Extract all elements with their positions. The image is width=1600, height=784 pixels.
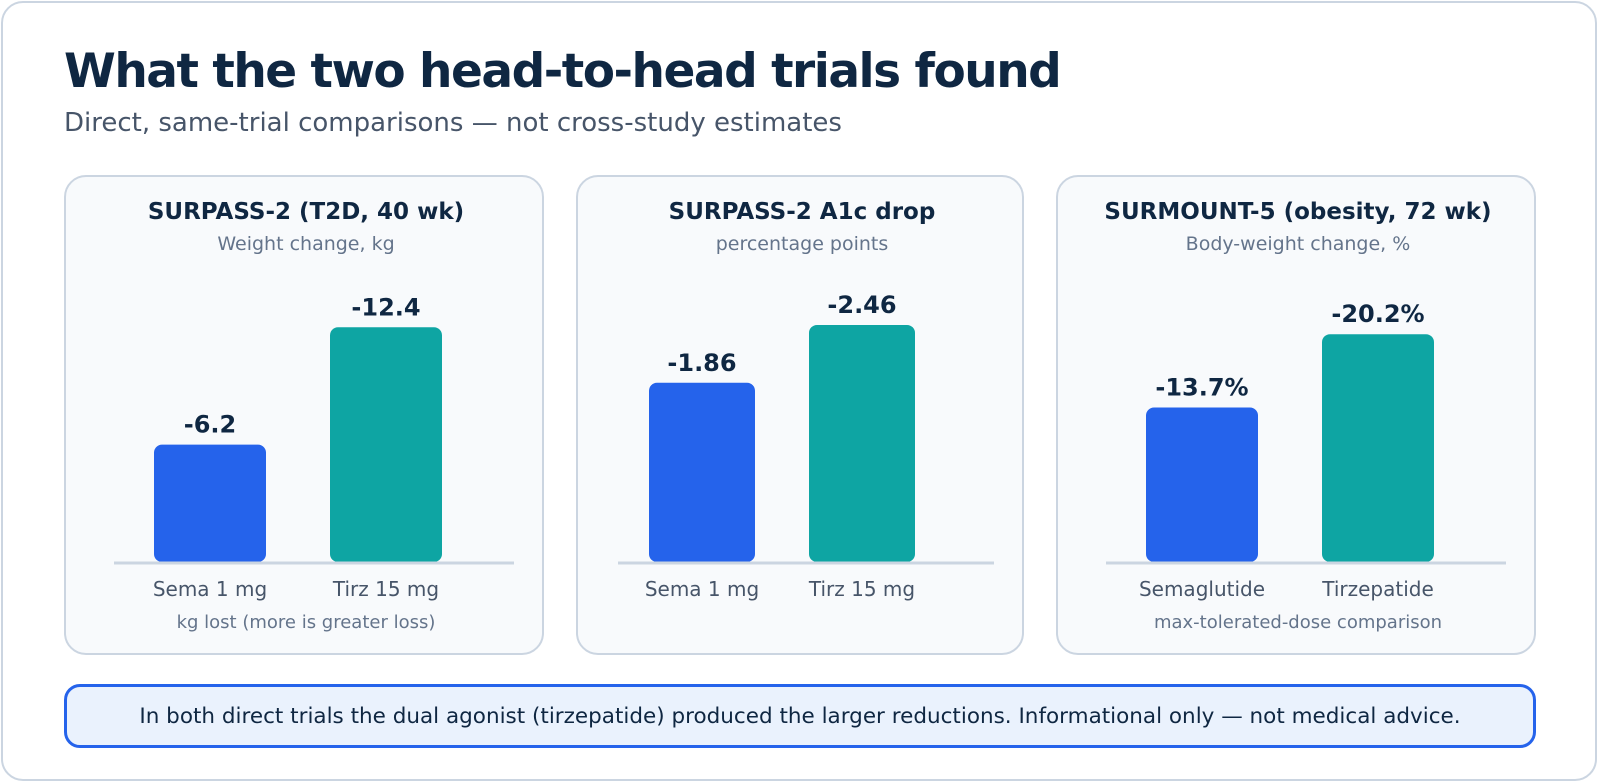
chart-subtitle: Body-weight change, % [1186,233,1411,255]
bar-semaglutide [649,382,755,562]
chart-subtitle: Weight change, kg [217,233,394,255]
category-label: Tirz 15 mg [808,577,915,601]
chart-svg: SURPASS-2 A1c drop percentage points -1.86… [618,199,994,601]
data-label: -6.2 [184,411,236,439]
data-label: -2.46 [827,291,896,319]
bar-semaglutide [154,444,266,562]
bar-tirzepatide [1322,334,1434,562]
category-label: Sema 1 mg [645,577,759,601]
page-title: What the two head-to-head trials found [64,44,1062,99]
summary-note: In both direct trials the dual agonist (… [64,684,1536,748]
chart-subtitle: percentage points [716,233,889,255]
chart-title: SURMOUNT-5 (obesity, 72 wk) [1104,199,1491,225]
chart-panel-surpass2-a1c: SURPASS-2 A1c drop percentage points -1.86… [576,175,1024,655]
chart-note: max-tolerated-dose comparison [1154,612,1442,633]
data-label: -13.7% [1155,374,1248,402]
page-subtitle: Direct, same-trial comparisons — not cro… [64,108,842,138]
category-label: Semaglutide [1139,577,1265,601]
chart-svg: SURPASS-2 (T2D, 40 wk) Weight change, kg -… [114,199,514,633]
chart-svg: SURMOUNT-5 (obesity, 72 wk) Body-weight c… [1104,199,1506,633]
chart-panel-surpass2-weight: SURPASS-2 (T2D, 40 wk) Weight change, kg -… [64,175,544,655]
bar-tirzepatide [809,324,915,562]
category-label: Tirzepatide [1321,577,1434,601]
chart-title: SURPASS-2 A1c drop [669,199,936,225]
data-label: -20.2% [1331,300,1424,328]
category-label: Sema 1 mg [153,577,267,601]
data-label: -12.4 [351,293,420,321]
chart-note: kg lost (more is greater loss) [177,612,436,633]
bar-tirzepatide [330,327,442,562]
data-label: -1.86 [667,349,736,377]
category-label: Tirz 15 mg [332,577,439,601]
chart-panel-surmount5-weight: SURMOUNT-5 (obesity, 72 wk) Body-weight c… [1056,175,1536,655]
chart-title: SURPASS-2 (T2D, 40 wk) [148,199,464,225]
bar-semaglutide [1146,407,1258,562]
